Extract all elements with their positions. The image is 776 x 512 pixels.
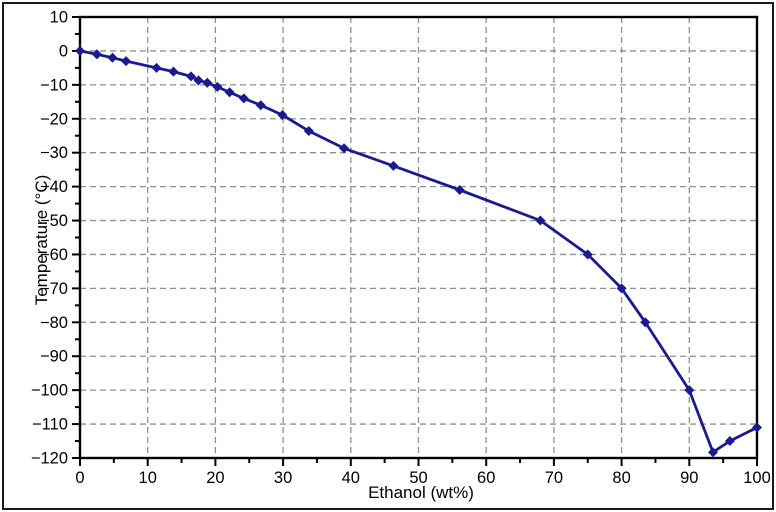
- data-point-marker: [255, 100, 266, 111]
- data-point-marker: [151, 62, 162, 73]
- x-tick-label: 20: [206, 469, 224, 487]
- y-tick-label: −70: [40, 280, 68, 298]
- x-tick-label: 100: [743, 469, 771, 487]
- x-axis-title: Ethanol (wt%): [368, 483, 474, 502]
- data-point-marker: [616, 283, 627, 294]
- x-tick-label: 50: [409, 469, 427, 487]
- data-point-marker: [212, 81, 223, 92]
- x-tick-label: 10: [139, 469, 157, 487]
- data-point-marker: [707, 447, 719, 458]
- y-tick-label: −100: [31, 382, 68, 400]
- freezing-point-chart: 0 10 20 30 40 50 60 70 80 90 100100−10−20−30−40−50…: [31, 9, 771, 488]
- data-point-marker: [339, 143, 350, 154]
- x-tick-label: 30: [274, 469, 292, 487]
- data-point-marker: [388, 160, 399, 171]
- x-tick-label: 80: [612, 469, 630, 487]
- data-point-marker: [238, 93, 249, 104]
- data-point-marker: [91, 49, 102, 60]
- data-point-marker: [684, 385, 695, 396]
- data-point-marker: [535, 215, 546, 226]
- data-point-marker: [107, 52, 118, 63]
- y-tick-label: −110: [32, 416, 68, 434]
- y-tick-label: −30: [40, 144, 68, 162]
- data-point-marker: [582, 249, 593, 260]
- y-tick-label: −120: [31, 450, 68, 468]
- data-point-marker: [168, 66, 179, 77]
- data-point-marker: [303, 125, 314, 136]
- x-tick-label: 60: [477, 469, 495, 487]
- y-tick-label: 0: [59, 42, 68, 60]
- y-tick-label: −50: [40, 212, 68, 230]
- data-point-marker: [724, 436, 735, 447]
- data-point-marker: [202, 77, 213, 88]
- data-point-marker: [193, 75, 204, 86]
- y-tick-label: −60: [40, 246, 68, 264]
- y-axis-title: Temperature (°C): [32, 174, 51, 306]
- y-tick-label: −20: [40, 110, 68, 128]
- y-tick-label: −10: [40, 76, 68, 94]
- data-point-marker: [74, 45, 86, 56]
- data-point-marker: [277, 110, 288, 121]
- data-point-marker: [751, 422, 763, 433]
- data-point-marker: [640, 317, 651, 328]
- x-tick-label: 70: [545, 469, 563, 487]
- y-tick-label: 10: [50, 9, 68, 27]
- y-tick-label: −90: [40, 348, 68, 366]
- y-tick-label: −80: [40, 314, 68, 332]
- data-point-marker: [121, 56, 132, 67]
- data-point-marker: [186, 71, 197, 82]
- y-tick-label: −40: [40, 178, 68, 196]
- data-point-marker: [224, 87, 235, 98]
- x-tick-label: 0: [75, 469, 84, 487]
- x-tick-label: 90: [680, 469, 698, 487]
- x-tick-label: 40: [342, 469, 360, 487]
- data-point-marker: [454, 185, 465, 196]
